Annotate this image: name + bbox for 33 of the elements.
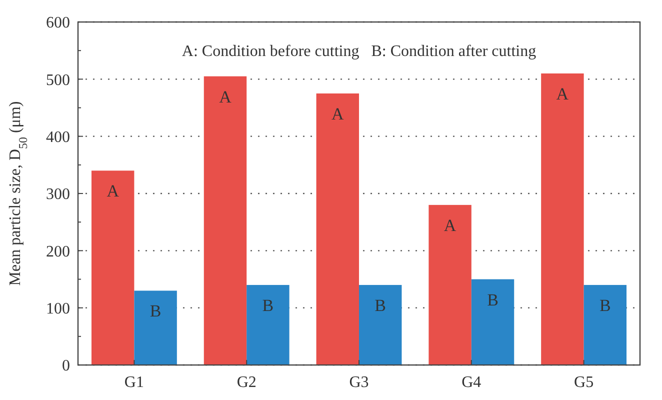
text: B <box>374 296 386 315</box>
bar <box>359 284 402 365</box>
text: A <box>219 87 232 106</box>
text: A <box>332 104 344 124</box>
bar <box>246 284 290 365</box>
bar <box>471 279 514 365</box>
y-tick-label: 600 <box>46 14 70 32</box>
bar <box>428 204 472 365</box>
text: B <box>599 296 611 315</box>
x-tick-label: G4 <box>462 374 482 391</box>
bar <box>91 170 134 365</box>
x-tick-label: G5 <box>574 374 594 391</box>
text: A <box>556 84 569 104</box>
annotation: A: Condition before cutting B: Condition after cutting <box>182 43 536 60</box>
series-label: B <box>150 302 162 321</box>
bar <box>204 76 247 365</box>
x-tick-label: G1 <box>124 374 144 391</box>
bar <box>584 284 627 365</box>
text: A <box>444 216 456 235</box>
y-tick-label: 500 <box>46 72 70 89</box>
y-tick-label: 400 <box>46 128 70 146</box>
text: B <box>487 290 498 310</box>
bar <box>541 73 584 365</box>
bar <box>316 93 359 365</box>
y-tick-label: 300 <box>46 186 70 204</box>
y-tick-label: 100 <box>46 300 70 318</box>
x-tick-label: G3 <box>349 374 369 391</box>
x-tick-label: G2 <box>236 374 256 391</box>
bar <box>134 290 177 365</box>
y-tick-label: 200 <box>46 243 70 260</box>
text: B <box>262 296 274 315</box>
series-label: A <box>106 182 120 201</box>
y-tick-label: 0 <box>62 358 70 375</box>
